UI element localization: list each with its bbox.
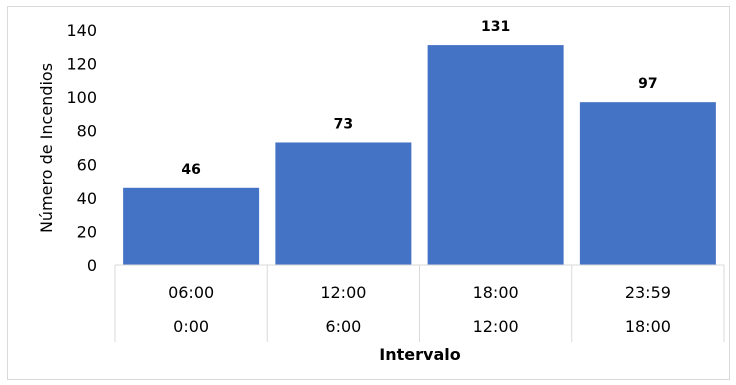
data-label: 73 [334,116,353,132]
x-axis-title: Intervalo [379,345,460,364]
bars [123,45,716,265]
x-axis-category-table: 06:00 0:00 12:00 6:00 18:00 12:00 23:59 18:00 [114,265,725,342]
x-tick-label-upper: 12:00 [320,283,366,302]
y-tick-label: 80 [77,122,97,141]
bar [427,45,564,265]
y-tick-label: 100 [66,88,97,107]
data-label: 46 [181,162,200,178]
data-label: 131 [481,19,510,35]
data-label: 97 [638,76,657,92]
y-tick-label: 120 [66,55,97,74]
y-tick-label: 60 [77,155,97,174]
x-tick-label-lower: 12:00 [473,317,519,336]
bar [123,187,260,265]
y-tick-label: 0 [87,256,97,275]
x-tick-label-lower: 6:00 [325,317,361,336]
x-tick-label-upper: 18:00 [473,283,519,302]
y-axis-title: Número de Incendios [37,63,56,233]
y-axis-ticks: 0 20 40 60 80 100 120 140 [66,21,97,275]
bar [579,102,716,265]
y-tick-label: 40 [77,189,97,208]
y-tick-label: 20 [77,222,97,241]
x-tick-label-lower: 18:00 [625,317,671,336]
y-tick-label: 140 [66,21,97,40]
x-tick-label-upper: 23:59 [625,283,671,302]
data-labels: 46 73 131 97 [181,19,657,178]
x-tick-label-lower: 0:00 [173,317,209,336]
x-tick-label-upper: 06:00 [168,283,214,302]
bar [275,142,412,265]
